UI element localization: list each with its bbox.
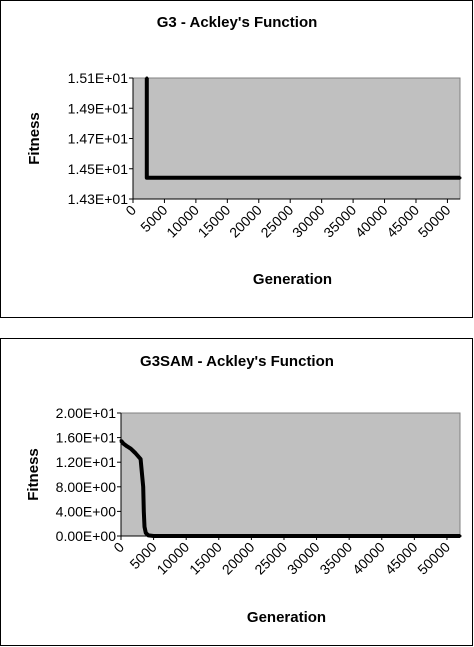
x-tick-label: 15000 bbox=[195, 202, 234, 241]
data-point bbox=[144, 531, 148, 535]
chart-panel-g3: G3 - Ackley's Function 1.43E+01 1.45E+01 1.… bbox=[0, 0, 473, 318]
data-point bbox=[142, 525, 146, 529]
x-tick-label: 45000 bbox=[383, 202, 422, 241]
data-point bbox=[458, 176, 462, 180]
y-tick-label: 1.49E+01 bbox=[68, 100, 129, 116]
x-tick-label: 35000 bbox=[320, 202, 359, 241]
x-tick-label: 25000 bbox=[257, 202, 296, 241]
x-tick-label: 15000 bbox=[186, 539, 225, 578]
data-point bbox=[146, 533, 150, 537]
chart-panel-g3sam: G3SAM - Ackley's Function 0.00E+00 4.00E+0… bbox=[0, 338, 473, 646]
chart-title: G3SAM - Ackley's Function bbox=[140, 353, 334, 370]
plot-area bbox=[120, 412, 461, 537]
x-axis-title: Generation bbox=[253, 271, 332, 288]
x-tick-label: 0 bbox=[122, 202, 139, 219]
x-tick-label: 45000 bbox=[382, 539, 421, 578]
data-point bbox=[152, 534, 156, 538]
y-tick-label: 2.00E+01 bbox=[56, 405, 117, 421]
y-tick-label: 1.51E+01 bbox=[68, 70, 129, 86]
x-axis-title: Generation bbox=[247, 609, 326, 626]
x-tick-label: 20000 bbox=[219, 539, 258, 578]
chart-g3sam: G3SAM - Ackley's Function 0.00E+00 4.00E+0… bbox=[25, 353, 462, 626]
data-point bbox=[141, 485, 145, 489]
chart-title: G3 - Ackley's Function bbox=[157, 14, 318, 31]
y-tick-label: 1.60E+01 bbox=[56, 430, 117, 446]
y-axis-title: Fitness bbox=[26, 112, 43, 165]
y-tick-label: 1.20E+01 bbox=[56, 454, 117, 470]
y-tick-label: 1.45E+01 bbox=[68, 161, 129, 177]
y-tick-label: 8.00E+00 bbox=[56, 479, 117, 495]
x-tick-label: 50000 bbox=[414, 539, 453, 578]
x-tick-label: 10000 bbox=[163, 202, 202, 241]
data-point bbox=[145, 176, 149, 180]
x-tick-label: 0 bbox=[110, 539, 127, 556]
data-point bbox=[139, 457, 143, 461]
x-tick-label: 30000 bbox=[289, 202, 328, 241]
data-point bbox=[133, 451, 137, 455]
x-tick-label: 10000 bbox=[153, 539, 192, 578]
data-point bbox=[129, 447, 133, 451]
data-point bbox=[125, 444, 129, 448]
x-tick-label: 40000 bbox=[349, 539, 388, 578]
data-point bbox=[458, 534, 462, 538]
y-tick-label: 1.47E+01 bbox=[68, 131, 129, 147]
x-tick-label: 25000 bbox=[251, 539, 290, 578]
x-tick-label: 35000 bbox=[316, 539, 355, 578]
data-point bbox=[119, 439, 123, 443]
x-tick-label: 30000 bbox=[284, 539, 323, 578]
plot-area bbox=[132, 77, 461, 200]
x-tick-label: 50000 bbox=[415, 202, 454, 241]
y-tick-label: 4.00E+00 bbox=[56, 503, 117, 519]
y-tick-label: 1.43E+01 bbox=[68, 191, 129, 207]
x-tick-label: 40000 bbox=[352, 202, 391, 241]
y-tick-label: 0.00E+00 bbox=[56, 528, 117, 544]
x-tick-label: 20000 bbox=[226, 202, 265, 241]
chart-g3: G3 - Ackley's Function 1.43E+01 1.45E+01 1.… bbox=[26, 14, 462, 288]
data-point bbox=[122, 442, 126, 446]
data-point bbox=[145, 76, 149, 80]
data-point bbox=[142, 509, 146, 513]
y-axis-title: Fitness bbox=[25, 448, 42, 501]
